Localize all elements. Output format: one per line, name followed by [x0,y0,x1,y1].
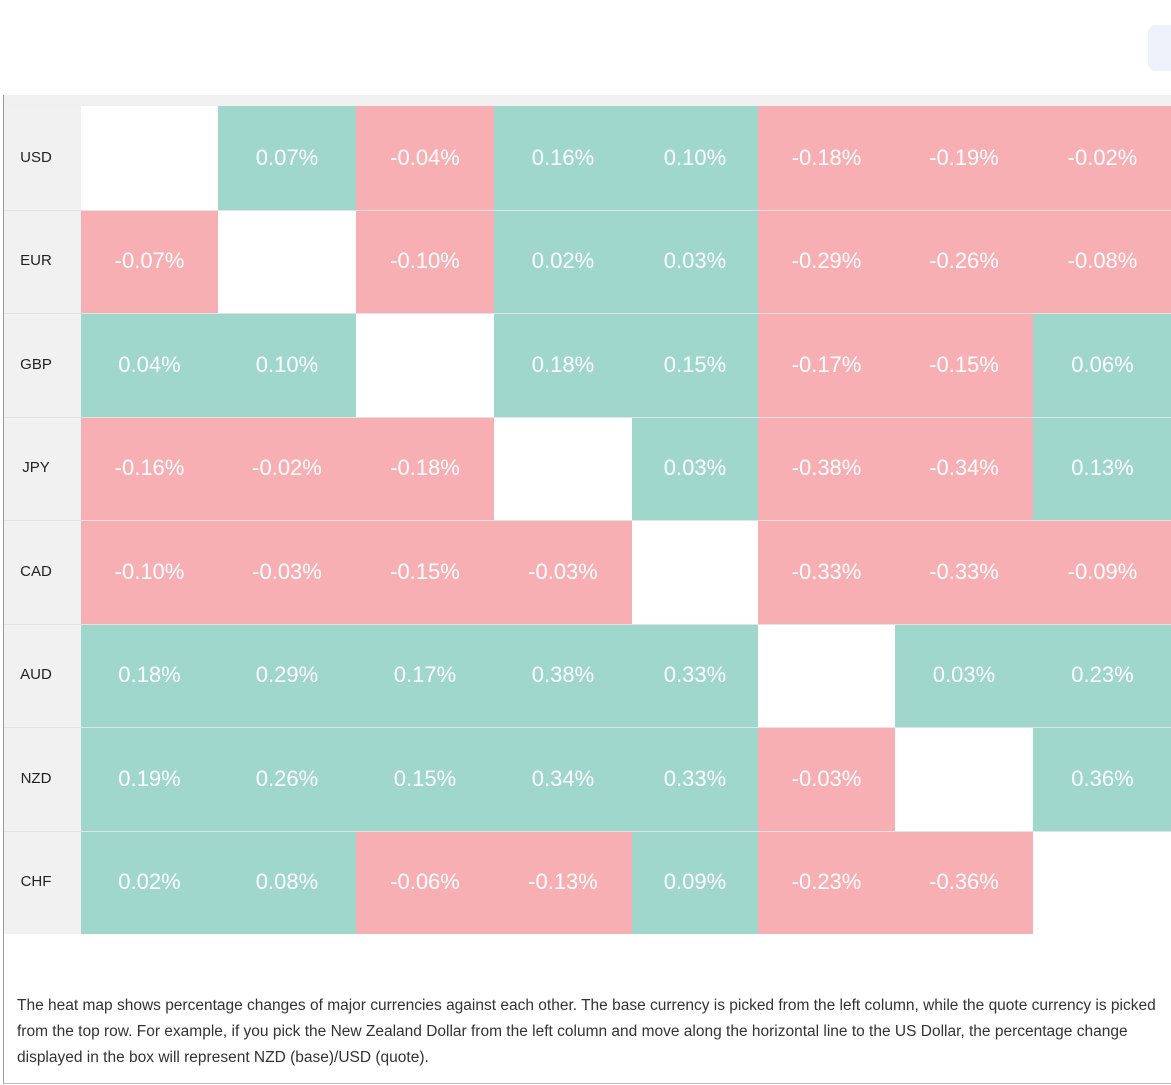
heatmap-cell[interactable]: 0.18% [81,623,218,727]
row-label-eur: EUR [20,252,52,270]
heatmap-cell[interactable]: -0.26% [895,209,1033,313]
heatmap-cell[interactable]: -0.09% [1033,520,1171,624]
heatmap-cell[interactable]: -0.15% [895,313,1033,417]
row-label-gbp: GBP [20,355,52,373]
row-divider [4,209,1171,211]
heatmap-cell[interactable]: 0.03% [632,209,758,313]
heatmap-cell[interactable]: -0.10% [81,520,218,624]
heatmap-cell[interactable]: 0.02% [81,830,218,934]
heatmap-cell[interactable]: -0.06% [356,830,494,934]
heatmap-cell[interactable]: 0.03% [895,623,1033,727]
heatmap-cell[interactable]: 0.06% [1033,313,1171,417]
heatmap-cell[interactable]: 0.16% [494,106,632,210]
heatmap-cell[interactable]: 0.09% [632,830,758,934]
heatmap-cell[interactable]: 0.03% [632,416,758,520]
row-divider [4,623,1171,625]
heatmap-cell[interactable]: -0.16% [81,416,218,520]
column-header-strip [4,95,1171,106]
heatmap-cell[interactable]: -0.02% [218,416,356,520]
heatmap-cell[interactable] [758,623,895,727]
row-divider [4,520,1171,521]
row-label-cad: CAD [20,562,52,580]
heatmap-cell[interactable] [356,313,494,417]
top-toolbar-area [0,0,1171,95]
heatmap-cell[interactable]: 0.15% [632,313,758,417]
heatmap-cell[interactable] [494,416,632,520]
heatmap-panel: USD 0.07% -0.04% 0.16% 0.10% -0.18% -0.19% -0.0… [3,95,1171,1084]
row-label-usd: USD [20,148,52,166]
heatmap-cell[interactable]: 0.26% [218,727,356,831]
row-label-nzd: NZD [20,769,52,787]
heatmap-cell[interactable]: 0.13% [1033,416,1171,520]
heatmap-cell[interactable] [895,727,1033,831]
heatmap-cell[interactable]: -0.03% [218,520,356,624]
heatmap-cell[interactable]: 0.38% [494,623,632,727]
heatmap-cell[interactable]: -0.38% [758,416,895,520]
heatmap-cell[interactable]: 0.15% [356,727,494,831]
heatmap-cell[interactable]: -0.18% [758,106,895,210]
row-divider [4,727,1171,728]
heatmap-cell[interactable]: 0.33% [632,727,758,831]
heatmap-cell[interactable]: 0.08% [218,830,356,934]
heatmap-cell[interactable]: -0.33% [895,520,1033,624]
heatmap-cell[interactable]: -0.29% [758,209,895,313]
heatmap-cell[interactable]: -0.23% [758,830,895,934]
heatmap-cell[interactable]: 0.10% [218,313,356,417]
heatmap-cell[interactable]: 0.10% [632,106,758,210]
heatmap-cell[interactable]: -0.02% [1033,106,1171,210]
heatmap-description: The heat map shows percentage changes of… [17,997,1156,1066]
heatmap-cell[interactable]: 0.19% [81,727,218,831]
heatmap-cell[interactable]: 0.33% [632,623,758,727]
heatmap-cell[interactable]: 0.02% [494,209,632,313]
heatmap-cell[interactable]: 0.17% [356,623,494,727]
row-label-chf: CHF [20,873,52,891]
row-divider [4,830,1171,832]
heatmap-cell[interactable]: 0.07% [218,106,356,210]
heatmap-cell[interactable]: -0.36% [895,830,1033,934]
row-divider [4,416,1171,418]
row-label-aud: AUD [20,666,52,684]
heatmap-cell[interactable]: 0.18% [494,313,632,417]
row-label-jpy: JPY [22,459,50,477]
heatmap-cell[interactable] [81,106,218,210]
heatmap-cell[interactable]: -0.10% [356,209,494,313]
heatmap-cell[interactable]: -0.03% [758,727,895,831]
heatmap-cell[interactable] [1033,830,1171,934]
heatmap-cell[interactable]: 0.23% [1033,623,1171,727]
heatmap-cell[interactable]: -0.18% [356,416,494,520]
heatmap-cell[interactable]: -0.19% [895,106,1033,210]
heatmap-cell[interactable]: -0.33% [758,520,895,624]
heatmap-cell[interactable] [218,209,356,313]
heatmap-cell[interactable] [632,520,758,624]
heatmap-cell[interactable]: -0.17% [758,313,895,417]
heatmap-cell[interactable]: -0.34% [895,416,1033,520]
heatmap-cell[interactable]: -0.15% [356,520,494,624]
heatmap-cell[interactable]: 0.36% [1033,727,1171,831]
heatmap-cell[interactable]: 0.34% [494,727,632,831]
heatmap-cell[interactable]: -0.03% [494,520,632,624]
heatmap-cell[interactable]: -0.13% [494,830,632,934]
heatmap-cell[interactable]: -0.07% [81,209,218,313]
heatmap-cell[interactable]: 0.29% [218,623,356,727]
top-right-tab[interactable] [1148,25,1171,71]
heatmap-cell[interactable]: -0.04% [356,106,494,210]
heatmap-cell[interactable]: 0.04% [81,313,218,417]
heatmap-cell[interactable]: -0.08% [1033,209,1171,313]
row-divider [4,313,1171,314]
